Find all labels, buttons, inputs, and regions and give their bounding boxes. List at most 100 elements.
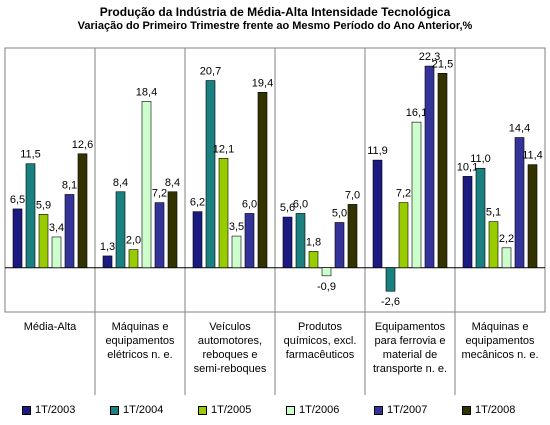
value-label: 16,1 (406, 107, 427, 119)
bar (321, 267, 332, 277)
value-label: -0,9 (317, 281, 336, 293)
bar (257, 92, 268, 268)
value-label: 2,2 (499, 233, 514, 245)
value-label: 8,4 (165, 177, 180, 189)
legend-label: 1T/2008 (475, 404, 516, 416)
bar (501, 247, 512, 268)
legend-label: 1T/2003 (35, 404, 76, 416)
bar (51, 236, 62, 268)
bar (475, 167, 486, 268)
bar (514, 137, 525, 268)
bar (128, 249, 139, 268)
legend-label: 1T/2005 (211, 404, 252, 416)
value-label: 22,3 (419, 51, 440, 63)
value-label: 11,0 (470, 153, 491, 165)
value-label: 7,2 (396, 188, 411, 200)
value-label: 14,4 (509, 123, 530, 135)
legend-swatch (198, 405, 207, 415)
value-label: 1,3 (100, 241, 115, 253)
value-label: 11,4 (522, 150, 543, 162)
value-label: 8,4 (113, 177, 128, 189)
value-label: 12,6 (72, 139, 93, 151)
value-label: 1,8 (306, 236, 321, 248)
bar (308, 251, 319, 268)
value-label: -2,6 (381, 296, 400, 308)
value-label: 3,4 (49, 222, 64, 234)
value-label: 10,1 (457, 161, 478, 173)
legend-swatch (22, 405, 31, 415)
bar (141, 101, 152, 268)
value-label: 6,0 (293, 198, 308, 210)
bar (437, 73, 448, 268)
legend-label: 1T/2007 (387, 404, 428, 416)
legend-item: 1T/2003 (22, 404, 75, 416)
bar (334, 222, 345, 268)
bar (372, 159, 383, 268)
bar (411, 121, 422, 268)
value-label: 6,5 (10, 194, 25, 206)
bar (424, 65, 435, 268)
bar (38, 214, 49, 268)
bar (25, 163, 36, 268)
value-label: 3,5 (229, 221, 244, 233)
legend-item: 1T/2005 (198, 404, 251, 416)
bar (282, 216, 293, 268)
x-tick-label: Média-Alta (23, 321, 77, 333)
value-label: 8,1 (62, 179, 77, 191)
legend-item: 1T/2008 (462, 404, 515, 416)
legend-swatch (286, 405, 295, 415)
legend-swatch (462, 405, 471, 415)
bar (77, 153, 88, 268)
chart-title: Produção da Indústria de Média-Alta Inte… (99, 5, 451, 19)
bar (295, 213, 306, 268)
x-tick-label: Veículos automotores, reboques e semi-re… (193, 321, 267, 375)
chart-subtitle: Variação do Primeiro Trimestre frente ao… (77, 20, 473, 32)
bar (462, 176, 473, 268)
bar (527, 164, 538, 268)
bar (102, 255, 113, 268)
bar (115, 191, 126, 268)
bar (154, 202, 165, 268)
value-label: 19,4 (252, 77, 273, 89)
value-label: 5,9 (36, 199, 51, 211)
legend-item: 1T/2004 (110, 404, 163, 416)
value-label: 5,6 (280, 202, 295, 214)
x-tick-label: Equipamentos para ferrovia e material de… (373, 321, 447, 375)
value-label: 5,0 (332, 207, 347, 219)
value-label: 6,0 (242, 198, 257, 210)
bar (205, 80, 216, 268)
value-label: 7,2 (152, 188, 167, 200)
value-label: 12,1 (213, 143, 234, 155)
bar (167, 191, 178, 268)
bar (488, 221, 499, 268)
value-label: 5,1 (486, 207, 501, 219)
legend-item: 1T/2006 (286, 404, 339, 416)
legend-label: 1T/2006 (299, 404, 340, 416)
bar (385, 267, 396, 292)
legend-label: 1T/2004 (123, 404, 164, 416)
legend-swatch (110, 405, 119, 415)
legend-swatch (374, 405, 383, 415)
bar (244, 213, 255, 268)
bar (64, 194, 75, 268)
value-label: 20,7 (200, 66, 221, 78)
value-label: 11,9 (367, 145, 388, 157)
value-label: 6,2 (190, 197, 205, 209)
bar (347, 204, 358, 268)
bar (398, 202, 409, 268)
bar (218, 158, 229, 268)
value-label: 18,4 (136, 86, 157, 98)
bar (12, 208, 23, 268)
x-tick-label: Máquinas e equipamentos mecânicos n. e. (461, 321, 539, 361)
value-label: 7,0 (345, 189, 360, 201)
x-tick-label: Produtos químicos, excl. farmacêuticos (283, 321, 357, 361)
value-label: 2,0 (126, 235, 141, 247)
value-label: 21,5 (432, 58, 453, 70)
x-tick-label: Máquinas e equipamentos elétricos n. e. (105, 321, 175, 361)
bar (192, 211, 203, 268)
bar (231, 235, 242, 268)
legend-item: 1T/2007 (374, 404, 427, 416)
value-label: 11,5 (20, 149, 41, 161)
